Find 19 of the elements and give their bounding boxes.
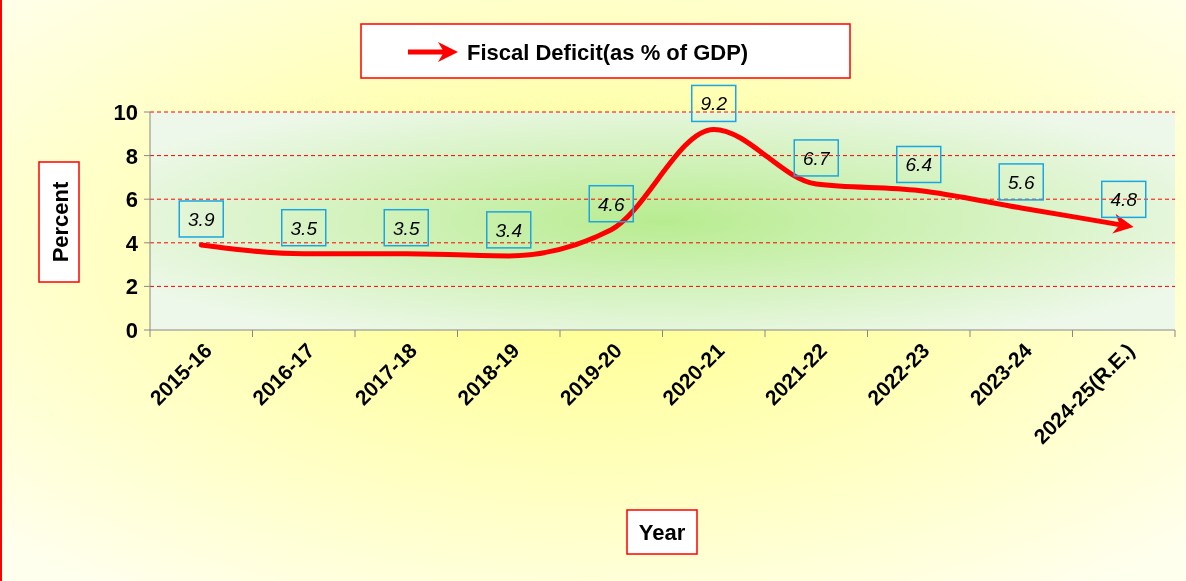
y-tick-label: 6 xyxy=(125,187,138,213)
x-axis-title: Year xyxy=(638,520,686,545)
data-label: 3.9 xyxy=(188,208,215,230)
y-tick-label: 0 xyxy=(125,318,138,343)
data-label: 3.5 xyxy=(393,217,420,239)
legend-label: Fiscal Deficit(as % of GDP) xyxy=(467,40,749,65)
y-tick-label: 8 xyxy=(125,143,138,169)
y-tick-label: 2 xyxy=(125,274,138,300)
data-label: 3.4 xyxy=(495,219,522,241)
y-tick-label: 10 xyxy=(113,100,138,125)
y-axis-title: Percent xyxy=(48,180,73,263)
y-tick-label: 4 xyxy=(125,230,139,256)
data-label: 4.6 xyxy=(598,193,625,215)
data-label: 5.6 xyxy=(1008,171,1035,193)
data-label: 4.8 xyxy=(1110,189,1138,211)
data-label: 6.7 xyxy=(803,147,831,169)
data-label: 3.5 xyxy=(290,217,318,239)
data-label: 6.4 xyxy=(905,154,932,176)
data-label: 9.2 xyxy=(700,93,728,115)
